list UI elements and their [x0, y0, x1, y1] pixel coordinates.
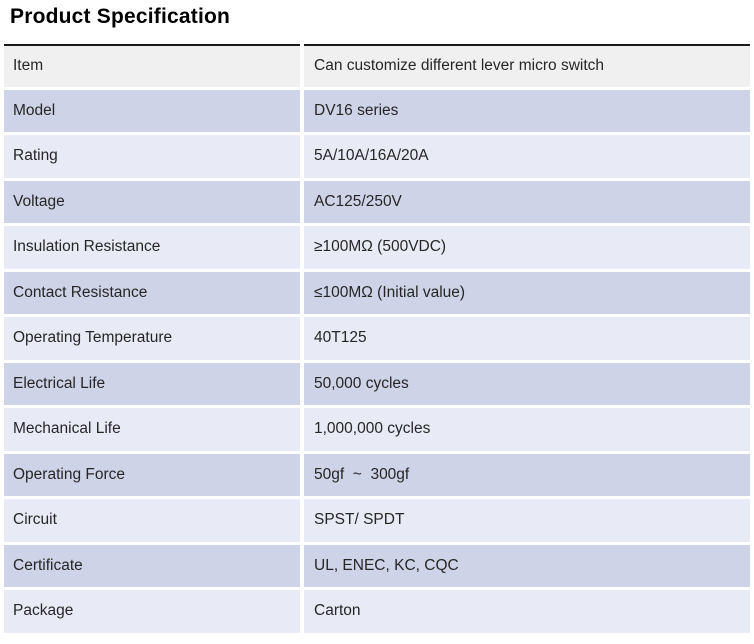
table-row: Circuit SPST/ SPDT: [4, 499, 750, 542]
table-row: Operating Temperature 40T125: [4, 317, 750, 360]
spec-label: Package: [4, 590, 300, 633]
spec-label: Item: [4, 44, 300, 87]
spec-label: Operating Force: [4, 453, 300, 496]
spec-label: Voltage: [4, 180, 300, 223]
table-row: Operating Force 50gf ~ 300gf: [4, 453, 750, 496]
spec-label: Circuit: [4, 499, 300, 542]
spec-value: Can customize different lever micro swit…: [304, 44, 750, 87]
spec-label: Mechanical Life: [4, 408, 300, 451]
spec-table: Item Can customize different lever micro…: [4, 44, 750, 636]
spec-label: Rating: [4, 135, 300, 178]
spec-value: 50gf ~ 300gf: [304, 453, 750, 496]
page-title: Product Specification: [10, 5, 231, 28]
spec-label: Model: [4, 89, 300, 132]
table-row: Insulation Resistance ≥100MΩ (500VDC): [4, 226, 750, 269]
table-row: Contact Resistance ≤100MΩ (Initial value…: [4, 271, 750, 314]
spec-value: UL, ENEC, KC, CQC: [304, 544, 750, 587]
spec-value: 40T125: [304, 317, 750, 360]
table-row: Item Can customize different lever micro…: [4, 44, 750, 87]
spec-value: 1,000,000 cycles: [304, 408, 750, 451]
spec-value: Carton: [304, 590, 750, 633]
table-row: Voltage AC125/250V: [4, 180, 750, 223]
spec-value: AC125/250V: [304, 180, 750, 223]
spec-value: 50,000 cycles: [304, 362, 750, 405]
table-row: Package Carton: [4, 590, 750, 633]
spec-label: Contact Resistance: [4, 271, 300, 314]
spec-value: ≥100MΩ (500VDC): [304, 226, 750, 269]
table-row: Rating 5A/10A/16A/20A: [4, 135, 750, 178]
spec-label: Operating Temperature: [4, 317, 300, 360]
spec-value: DV16 series: [304, 89, 750, 132]
spec-label: Certificate: [4, 544, 300, 587]
spec-value: 5A/10A/16A/20A: [304, 135, 750, 178]
spec-value: ≤100MΩ (Initial value): [304, 271, 750, 314]
spec-label: Electrical Life: [4, 362, 300, 405]
table-row: Electrical Life 50,000 cycles: [4, 362, 750, 405]
table-row: Certificate UL, ENEC, KC, CQC: [4, 544, 750, 587]
spec-label: Insulation Resistance: [4, 226, 300, 269]
spec-value: SPST/ SPDT: [304, 499, 750, 542]
table-row: Model DV16 series: [4, 89, 750, 132]
table-row: Mechanical Life 1,000,000 cycles: [4, 408, 750, 451]
